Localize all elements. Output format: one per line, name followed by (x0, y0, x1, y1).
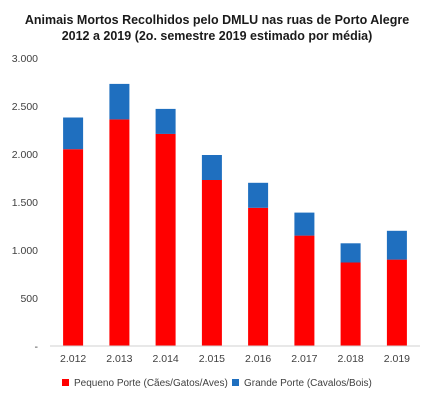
bar-pequeno-2.013 (109, 119, 130, 347)
legend-swatch (62, 379, 69, 386)
y-tick-label: 2.500 (12, 101, 38, 113)
x-tick-label: 2.013 (106, 353, 132, 365)
y-tick-label: 2.000 (12, 149, 38, 161)
bar-grande-2.014 (155, 108, 176, 134)
legend-swatch (232, 379, 239, 386)
y-tick-label: 1.000 (12, 245, 38, 257)
bar-pequeno-2.017 (294, 235, 315, 346)
bar-pequeno-2.019 (386, 259, 407, 346)
x-tick-label: 2.015 (199, 353, 225, 365)
x-tick-label: 2.012 (60, 353, 86, 365)
legend-label: Grande Porte (Cavalos/Bois) (244, 378, 372, 389)
bar-pequeno-2.015 (201, 179, 222, 346)
y-tick-label: 500 (20, 293, 38, 305)
x-tick-label: 2.018 (337, 353, 363, 365)
bar-pequeno-2.018 (340, 262, 361, 346)
y-tick-label: 3.000 (12, 53, 38, 65)
legend: Pequeno Porte (Cães/Gatos/Aves) Grande Po… (62, 378, 372, 389)
x-tick-label: 2.019 (384, 353, 410, 365)
x-tick-label: 2.017 (291, 353, 317, 365)
x-axis: 2.012 2.013 2.014 2.015 2.016 2.017 2.018 2.019 (60, 353, 410, 365)
y-tick-label: - (35, 341, 39, 353)
y-axis: - 500 1.000 1.500 2.000 2.500 3.000 (12, 53, 39, 353)
x-tick-label: 2.014 (152, 353, 178, 365)
bar-grande-2.013 (109, 83, 130, 120)
x-tick-label: 2.016 (245, 353, 271, 365)
chart-title: Animais Mortos Recolhidos pelo DMLU nas … (25, 13, 409, 27)
bar-grande-2.016 (248, 182, 269, 208)
legend-label: Pequeno Porte (Cães/Gatos/Aves) (74, 378, 228, 389)
bar-grande-2.019 (386, 230, 407, 260)
bar-pequeno-2.012 (63, 149, 84, 346)
bar-grande-2.018 (340, 243, 361, 263)
bar-grande-2.017 (294, 212, 315, 236)
y-tick-label: 1.500 (12, 197, 38, 209)
chart-subtitle: 2012 a 2019 (2o. semestre 2019 estimado … (62, 29, 373, 43)
bar-pequeno-2.016 (248, 207, 269, 346)
bar-pequeno-2.014 (155, 133, 176, 346)
bar-grande-2.012 (63, 117, 84, 150)
bar-grande-2.015 (201, 155, 222, 180)
plot-area (63, 83, 407, 347)
